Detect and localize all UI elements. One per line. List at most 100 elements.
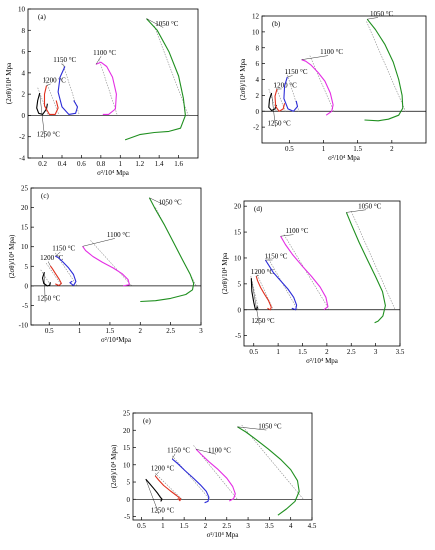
fit-line	[350, 211, 396, 310]
series-line-1100	[195, 448, 236, 502]
label-pointer	[172, 453, 176, 460]
y-tick-label: 0	[25, 282, 29, 290]
label-pointer	[301, 55, 329, 60]
series-label-1100: 1100 °C	[320, 48, 343, 56]
fit-line	[40, 269, 52, 287]
label-pointer	[367, 17, 378, 20]
x-tick-label: 1	[119, 160, 123, 168]
series-line-1050	[140, 197, 195, 303]
series-label-1200: 1200 °C	[151, 464, 175, 472]
series-line-1100	[82, 245, 130, 287]
x-tick-label: 1	[161, 522, 165, 530]
series-label-1250: 1250 °C	[151, 506, 175, 514]
fit-line	[90, 240, 133, 287]
series-label-1150: 1150 °C	[264, 252, 287, 260]
y-tick-label: 10	[21, 243, 29, 251]
series-label-1050: 1050 °C	[258, 423, 282, 431]
series-line-1150	[55, 255, 77, 287]
y-tick-label: 15	[21, 224, 29, 232]
x-tick-label: 0.5	[137, 522, 146, 530]
chart-panel-1: 0.2 0.4 0.6 0.8 1 1.2 1.4 1.6 -4 -2 0 2 4 6 8 10 σ²/10⁴ …	[5, 6, 199, 177]
chart-panel-3: 0.5 1 1.5 2 2.5 3 -10 -5 0 5 10 15 20 25 σ²/10⁴Mpa (2σθ…	[8, 185, 203, 345]
y-tick-label: 20	[234, 203, 242, 211]
series-label-1050: 1050 °C	[358, 202, 382, 210]
series-line-1200	[154, 475, 182, 502]
label-pointer	[237, 426, 267, 431]
y-tick-label: 20	[123, 427, 131, 435]
y-tick-label: 10	[252, 28, 260, 36]
fit-line	[171, 455, 210, 500]
series-line-1150	[171, 458, 210, 504]
label-pointer	[149, 197, 167, 207]
y-tick-label: 4	[22, 69, 26, 77]
label-pointer	[47, 261, 51, 266]
x-tick-label: 2.5	[166, 327, 175, 335]
x-tick-label: 4.5	[308, 522, 317, 530]
fit-line	[283, 234, 330, 310]
y-tick-label: 12	[252, 13, 260, 21]
y-tick-label: 5	[25, 263, 29, 271]
y-tick-label: 6	[22, 48, 26, 56]
y-tick-label: 0	[22, 112, 26, 120]
y-tick-label: 10	[234, 254, 242, 262]
series-label-1250: 1250 °C	[251, 317, 275, 325]
series-label-1200: 1200 °C	[40, 254, 64, 262]
plot-frame	[30, 187, 202, 326]
x-tick-label: 1.5	[180, 522, 189, 530]
series-label-1250: 1250 °C	[267, 120, 291, 128]
y-axis-label: (2σθ)/10⁴ Mpa)	[8, 234, 16, 278]
y-tick-label: 25	[21, 185, 29, 193]
y-tick-label: 0	[256, 108, 260, 116]
y-tick-label: 5	[127, 479, 131, 487]
chart-panel-4: 0.5 1 1.5 2 2.5 3 3.5 -5 0 5 10 15 20 σ²/10⁴ Mpa (2σθ)…	[221, 200, 405, 365]
x-tick-label: 1	[322, 145, 326, 153]
label-pointer	[196, 449, 217, 455]
series-label-1200: 1200 °C	[251, 268, 275, 276]
x-tick-label: 3	[199, 327, 203, 335]
series-label-1100: 1100 °C	[285, 227, 308, 235]
fit-line	[154, 25, 189, 116]
x-tick-label: 3.5	[265, 522, 274, 530]
series-line-1250	[145, 478, 163, 502]
y-tick-label: -5	[22, 302, 28, 310]
x-tick-label: 3.5	[396, 348, 405, 356]
plot-frame	[27, 8, 199, 159]
series-line-1200	[274, 88, 286, 112]
y-tick-label: -5	[235, 332, 241, 340]
series-label-1100: 1100 °C	[208, 447, 231, 455]
y-tick-label: 2	[22, 91, 26, 99]
y-tick-label: -2	[253, 124, 259, 132]
series-label-1250: 1250 °C	[37, 295, 61, 303]
series-label-1100: 1100 °C	[93, 49, 116, 57]
panel-label: (e)	[143, 417, 151, 425]
series-line-1250	[36, 92, 48, 115]
series-line-1200	[49, 265, 62, 287]
y-tick-label: 2	[256, 92, 260, 100]
fit-line	[44, 77, 60, 116]
y-tick-label: 20	[21, 204, 29, 212]
label-pointer	[256, 275, 259, 277]
label-pointer	[287, 75, 293, 78]
x-axis-label: σ²/10⁴ Mpa	[328, 154, 361, 162]
x-tick-label: 1.5	[298, 348, 307, 356]
x-tick-label: 1.5	[353, 145, 362, 153]
y-axis-label: (2σθ)/10⁴ Mpa)	[110, 444, 118, 488]
fit-line	[37, 87, 49, 116]
label-pointer	[280, 234, 294, 237]
series-line-1150	[57, 66, 79, 115]
series-line-1200	[255, 275, 272, 311]
chart-panel-5: 0.5 1 1.5 2 2.5 3 3.5 4 4.5 -5 0 5 10 15 20 25 σ²/10⁴ Mp…	[110, 410, 317, 540]
x-tick-label: 3	[374, 348, 378, 356]
x-axis-label: σ²/10⁴ Mpa	[97, 169, 130, 177]
panel-label: (c)	[41, 192, 49, 200]
series-label-1250: 1250 °C	[37, 131, 61, 139]
label-pointer	[39, 93, 45, 139]
x-axis-label: σ²/10⁴Mpa	[101, 336, 132, 344]
x-tick-label: 0.4	[58, 160, 67, 168]
series-label-1150: 1150 °C	[53, 56, 76, 64]
y-tick-label: -2	[19, 133, 25, 141]
fit-line	[366, 21, 406, 112]
x-tick-label: 4	[289, 522, 293, 530]
x-tick-label: 2.5	[347, 348, 356, 356]
label-pointer	[251, 278, 260, 325]
